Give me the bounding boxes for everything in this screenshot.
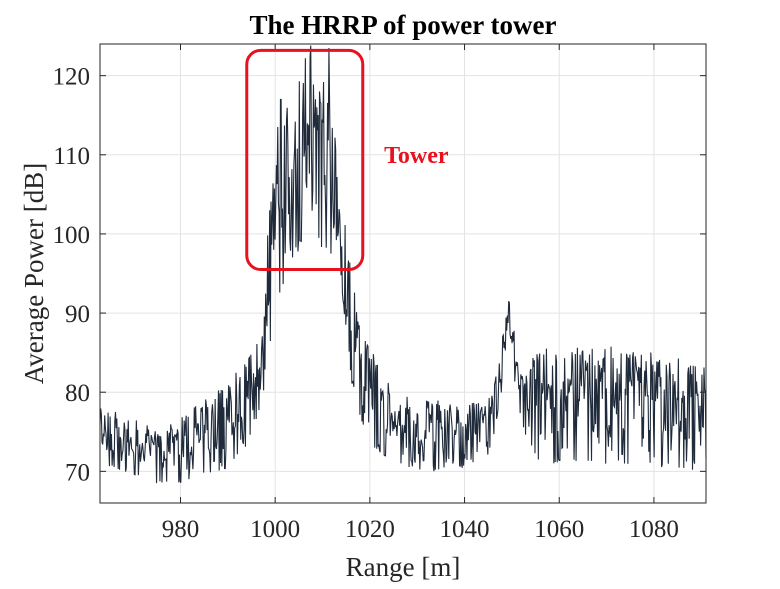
y-tick-label: 90 (65, 301, 90, 328)
x-tick-label: 1060 (534, 516, 584, 543)
tower-highlight-box (245, 48, 365, 272)
chart-title: The HRRP of power tower (250, 10, 557, 40)
annotations: Tower (245, 48, 449, 272)
x-tick-label: 1020 (345, 516, 395, 543)
x-axis-label: Range [m] (346, 552, 461, 582)
y-axis-label: Average Power [dB] (19, 163, 49, 384)
y-tick-label: 70 (65, 459, 90, 486)
x-tick-label: 1040 (440, 516, 490, 543)
y-tick-label: 80 (65, 380, 90, 407)
x-tick-label: 1080 (629, 516, 679, 543)
grid (100, 44, 706, 503)
tower-annotation: Tower (384, 143, 449, 169)
plot-frame (99, 43, 707, 504)
ticks: 980 1000 1020 1040 1060 1080 70 80 90 100 110 120 (53, 44, 706, 543)
x-tick-label: 980 (162, 516, 200, 543)
y-tick-label: 100 (53, 222, 91, 249)
y-tick-label: 110 (53, 143, 90, 170)
y-tick-label: 120 (53, 64, 91, 91)
x-tick-label: 1000 (250, 516, 300, 543)
series-line (99, 45, 707, 484)
